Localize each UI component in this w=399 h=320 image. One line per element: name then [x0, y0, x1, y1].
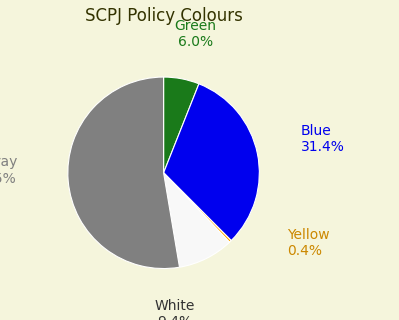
- Wedge shape: [164, 173, 229, 267]
- Wedge shape: [164, 77, 199, 173]
- Text: Green
6.0%: Green 6.0%: [174, 19, 216, 49]
- Text: Yellow
0.4%: Yellow 0.4%: [288, 228, 330, 258]
- Wedge shape: [164, 173, 231, 242]
- Text: White
9.4%: White 9.4%: [155, 299, 195, 320]
- Title: SCPJ Policy Colours: SCPJ Policy Colours: [85, 7, 243, 25]
- Wedge shape: [68, 77, 180, 268]
- Text: Gray
52.5%: Gray 52.5%: [0, 156, 17, 186]
- Text: Blue
31.4%: Blue 31.4%: [301, 124, 345, 154]
- Wedge shape: [164, 84, 259, 241]
